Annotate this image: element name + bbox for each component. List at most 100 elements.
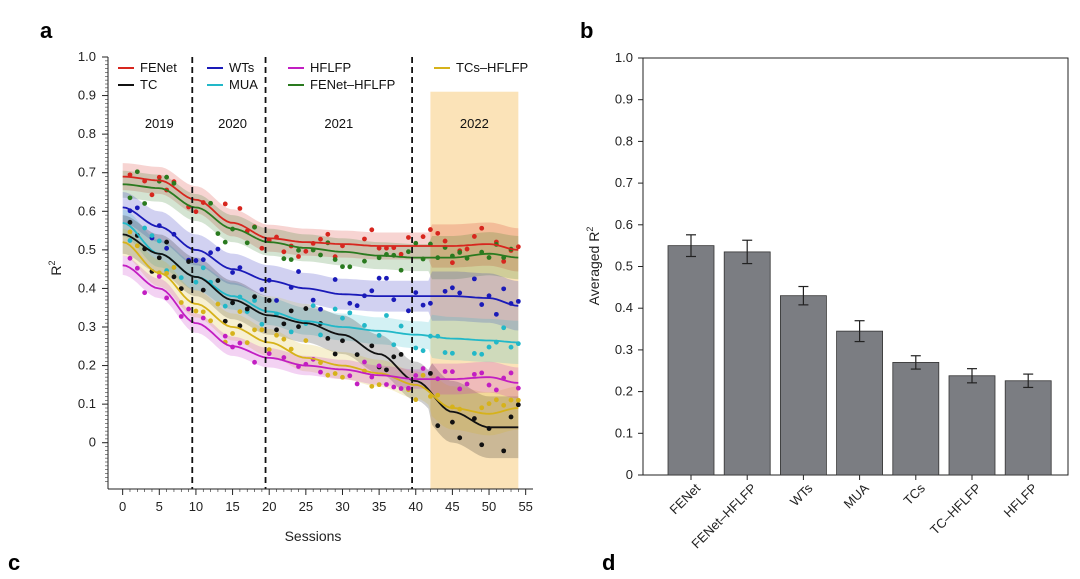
bar-hflfp <box>1004 380 1052 476</box>
bar-wts <box>780 295 827 476</box>
data-point-tc <box>171 274 177 280</box>
data-point-tcs-hflfp <box>288 346 294 352</box>
data-point-tcs-hflfp <box>215 301 221 307</box>
data-point-mua <box>149 233 155 239</box>
data-point-fenet <box>420 234 426 240</box>
data-point-wts <box>428 300 433 306</box>
data-point-mua <box>222 303 228 309</box>
data-point-mua <box>178 275 184 281</box>
confidence-band-fenet <box>122 163 519 272</box>
data-point-tcs-hflfp <box>274 332 279 338</box>
year-label-2021: 2021 <box>324 116 353 131</box>
bar-fenet-hflfp <box>723 251 771 476</box>
x-tick-label: 25 <box>299 499 313 514</box>
data-point-fenet <box>501 258 507 264</box>
data-point-tc <box>230 300 235 306</box>
data-point-tc <box>384 367 389 373</box>
data-point-mua <box>391 342 397 348</box>
x-tick-label: 40 <box>409 499 423 514</box>
data-point-hflfp <box>442 369 448 374</box>
data-point-mua <box>501 325 507 331</box>
data-point-fenet-hflfp <box>398 267 404 273</box>
data-point-fenet-hflfp <box>222 239 228 245</box>
data-point-tc <box>457 435 463 441</box>
data-point-fenet <box>464 246 470 252</box>
data-point-tc <box>237 323 243 329</box>
data-point-fenet-hflfp <box>164 174 170 180</box>
x-tick-label: 20 <box>262 499 276 514</box>
x-axis-label: Sessions <box>285 528 342 544</box>
data-point-mua <box>310 303 316 309</box>
data-point-tcs-hflfp <box>259 327 265 333</box>
data-point-mua <box>376 332 382 338</box>
data-point-wts <box>406 308 411 314</box>
x-tick-label: 15 <box>225 499 239 514</box>
data-point-wts <box>347 300 353 306</box>
data-point-fenet <box>149 192 155 198</box>
legend-label-wts: WTs <box>229 60 255 75</box>
data-point-hflfp <box>237 340 243 346</box>
data-point-tcs-hflfp <box>244 340 250 346</box>
y-tick-label: 0.1 <box>78 396 96 411</box>
y-tick-label: 0.3 <box>78 319 96 334</box>
bar-category-label-tc-hflfp: TC–HFLFP <box>927 481 984 538</box>
data-point-wts <box>493 311 499 317</box>
data-point-fenet <box>376 245 382 251</box>
legend-label-mua: MUA <box>229 77 258 92</box>
data-point-wts <box>237 265 243 271</box>
data-point-wts <box>310 297 316 303</box>
bar-category-label-fenet: FENet <box>666 480 703 517</box>
legend-label-fenet: FENet <box>140 60 177 75</box>
data-point-fenet-hflfp <box>457 250 463 255</box>
year-label-2020: 2020 <box>218 116 247 131</box>
confidence-band-mua <box>122 209 519 364</box>
data-point-fenet <box>479 225 485 231</box>
data-point-wts <box>354 303 360 309</box>
data-point-mua <box>259 321 265 327</box>
bar-y-axis-label-base: Averaged R <box>586 232 602 306</box>
bar-y-tick-label: 0.9 <box>615 92 633 107</box>
data-point-tc <box>178 286 184 292</box>
data-point-tc <box>508 414 514 420</box>
data-point-tcs-hflfp <box>420 372 426 378</box>
bar-category-label-hflfp: HFLFP <box>1001 481 1041 521</box>
data-point-wts <box>369 288 375 294</box>
y-tick-label: 0.2 <box>78 358 96 373</box>
data-point-wts <box>501 286 507 292</box>
data-point-fenet-hflfp <box>413 240 419 246</box>
data-point-mua <box>127 238 133 243</box>
data-point-hflfp <box>178 314 184 319</box>
data-point-fenet <box>156 174 162 180</box>
y-axis-label-base: R <box>48 265 64 275</box>
data-point-wts <box>200 257 206 263</box>
data-point-tc <box>369 343 375 349</box>
data-point-tc <box>398 351 404 357</box>
data-point-wts <box>230 270 235 275</box>
panel-label-c: c <box>8 550 20 575</box>
data-point-tcs-hflfp <box>230 331 235 336</box>
data-point-hflfp <box>354 381 360 387</box>
data-point-tcs-hflfp <box>237 309 243 314</box>
data-point-tc <box>471 416 477 421</box>
data-point-fenet-hflfp <box>332 257 338 262</box>
data-point-tc <box>222 318 228 324</box>
data-point-fenet <box>442 238 448 244</box>
data-point-fenet-hflfp <box>208 200 213 206</box>
data-point-tcs-hflfp <box>332 371 338 376</box>
bar-y-axis-label: Averaged R2 <box>585 227 602 306</box>
data-point-tc <box>252 294 257 300</box>
data-point-tc <box>325 336 331 341</box>
data-point-tcs-hflfp <box>413 397 419 403</box>
data-point-fenet-hflfp <box>215 231 221 237</box>
bar-fenet <box>667 245 715 476</box>
bar-y-tick-label: 0.8 <box>615 133 633 148</box>
data-point-tc <box>391 354 397 360</box>
data-point-wts <box>215 246 221 252</box>
data-point-fenet-hflfp <box>252 224 257 230</box>
year-label-2022: 2022 <box>460 116 489 131</box>
data-point-tc <box>479 442 485 448</box>
bar-category-label-mua: MUA <box>841 480 872 511</box>
data-point-wts <box>413 290 419 296</box>
data-point-hflfp <box>391 384 397 390</box>
data-point-hflfp <box>398 386 404 391</box>
